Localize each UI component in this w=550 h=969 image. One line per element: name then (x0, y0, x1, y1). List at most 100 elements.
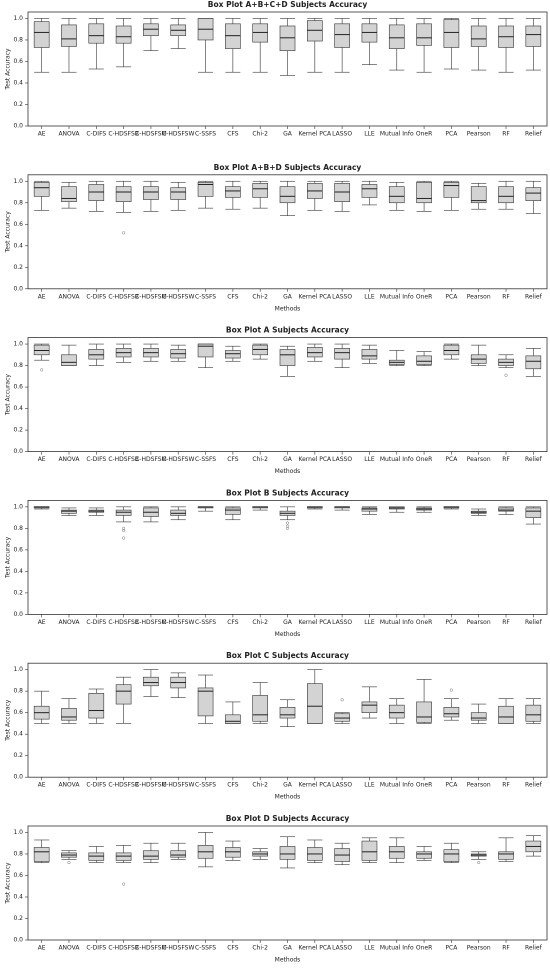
box (88, 23, 105, 44)
x-tick-label: Pearson (467, 131, 491, 138)
box (361, 507, 378, 512)
x-tick-label: Mutual Info (380, 619, 414, 626)
outlier (40, 368, 44, 372)
x-tick-label: C-SSFS (195, 131, 216, 138)
x-axis-label: Methods (275, 631, 301, 638)
y-tick-label: 0.6 (13, 221, 23, 228)
box (416, 23, 432, 46)
y-axis-label: Test Accuracy (5, 374, 12, 417)
x-tick-label: AE (38, 131, 46, 138)
box (388, 846, 405, 859)
x-tick-label: OneR (416, 131, 432, 138)
box (143, 186, 159, 200)
box (443, 19, 460, 48)
x-tick-label: C-DIFS (86, 619, 106, 626)
box (170, 187, 187, 200)
x-tick-label: GA (283, 782, 293, 789)
outlier (285, 526, 290, 530)
chart-title: Box Plot B Subjects Accuracy (226, 488, 349, 497)
y-tick-label: 0.8 (13, 850, 23, 857)
box (197, 343, 214, 358)
box (88, 852, 105, 861)
x-tick-label: C-HDSFSB (108, 782, 139, 789)
x-tick-label: Pearson (467, 945, 491, 952)
x-tick-label: Relief (525, 782, 543, 789)
outlier (122, 882, 126, 886)
box (225, 23, 241, 49)
y-tick-label: 0.4 (13, 79, 23, 86)
x-tick-label: C-HDSFSW (162, 782, 194, 789)
x-tick-label: C-HDSFSM (135, 456, 167, 463)
x-tick-label: LASSO (332, 131, 352, 138)
box (334, 713, 350, 722)
x-tick-label: RF (502, 945, 510, 952)
box (197, 182, 214, 197)
box (225, 507, 241, 515)
x-tick-label: Kernel PCA (298, 782, 332, 789)
x-tick-label: GA (283, 619, 293, 626)
y-tick-label: 0.4 (13, 242, 23, 249)
box (498, 507, 514, 512)
box (61, 354, 77, 366)
box (525, 187, 542, 201)
x-tick-label: Relief (525, 619, 543, 626)
x-tick-label: C-HDSFSM (135, 782, 167, 789)
outlier (285, 524, 290, 528)
box (279, 25, 296, 52)
chart-title: Box Plot A Subjects Accuracy (226, 326, 349, 335)
y-tick-label: 0.2 (13, 589, 23, 596)
outlier (122, 231, 126, 235)
x-tick-label: ANOVA (58, 619, 80, 626)
box (252, 183, 268, 198)
box (225, 350, 241, 359)
x-tick-label: Kernel PCA (298, 619, 332, 626)
x-tick-label: CFS (227, 782, 239, 789)
x-tick-label: Chi-2 (252, 293, 268, 300)
x-tick-label: LASSO (332, 945, 352, 952)
y-axis-label: Test Accuracy (5, 211, 12, 254)
x-tick-label: C-HDSFSB (108, 456, 139, 463)
y-tick-label: 0.8 (13, 36, 23, 43)
box (279, 186, 296, 204)
outlier (122, 526, 126, 530)
chart-title: Box Plot A+B+D Subjects Accuracy (214, 163, 362, 172)
y-tick-label: 0.4 (13, 405, 23, 412)
box (443, 344, 460, 356)
y-tick-label: 0.2 (13, 264, 23, 271)
x-tick-label: GA (283, 456, 293, 463)
box (115, 25, 132, 44)
x-tick-label: C-HDSFSM (135, 619, 167, 626)
x-tick-label: Pearson (467, 456, 491, 463)
x-tick-label: C-DIFS (86, 782, 106, 789)
y-tick-label: 0.4 (13, 568, 23, 575)
y-tick-label: 0.2 (13, 752, 23, 759)
y-axis-label: Test Accuracy (5, 862, 12, 905)
y-tick-label: 0.0 (13, 448, 23, 455)
box (498, 851, 514, 860)
box (279, 349, 296, 366)
box (225, 186, 241, 198)
y-tick-label: 1.0 (13, 178, 23, 185)
x-tick-label: Mutual Info (380, 293, 414, 300)
outlier (67, 861, 71, 865)
y-tick-label: 0.0 (13, 774, 23, 781)
box (470, 25, 487, 47)
y-axis-label: Test Accuracy (5, 48, 12, 91)
outlier (122, 528, 126, 533)
y-tick-label: 1.0 (13, 15, 23, 22)
x-tick-label: C-HDSFSW (162, 131, 194, 138)
y-tick-label: 0.0 (13, 123, 23, 130)
x-tick-label: C-HDSFSB (108, 619, 139, 626)
box (143, 676, 159, 687)
box (115, 509, 132, 516)
x-tick-label: CFS (227, 456, 239, 463)
box (361, 23, 378, 43)
box (470, 712, 487, 721)
box (361, 840, 378, 861)
x-axis-label: Methods (275, 957, 301, 964)
x-tick-label: RF (502, 131, 510, 138)
x-tick-label: CFS (227, 945, 239, 952)
box (443, 706, 460, 718)
x-tick-label: AE (38, 782, 46, 789)
